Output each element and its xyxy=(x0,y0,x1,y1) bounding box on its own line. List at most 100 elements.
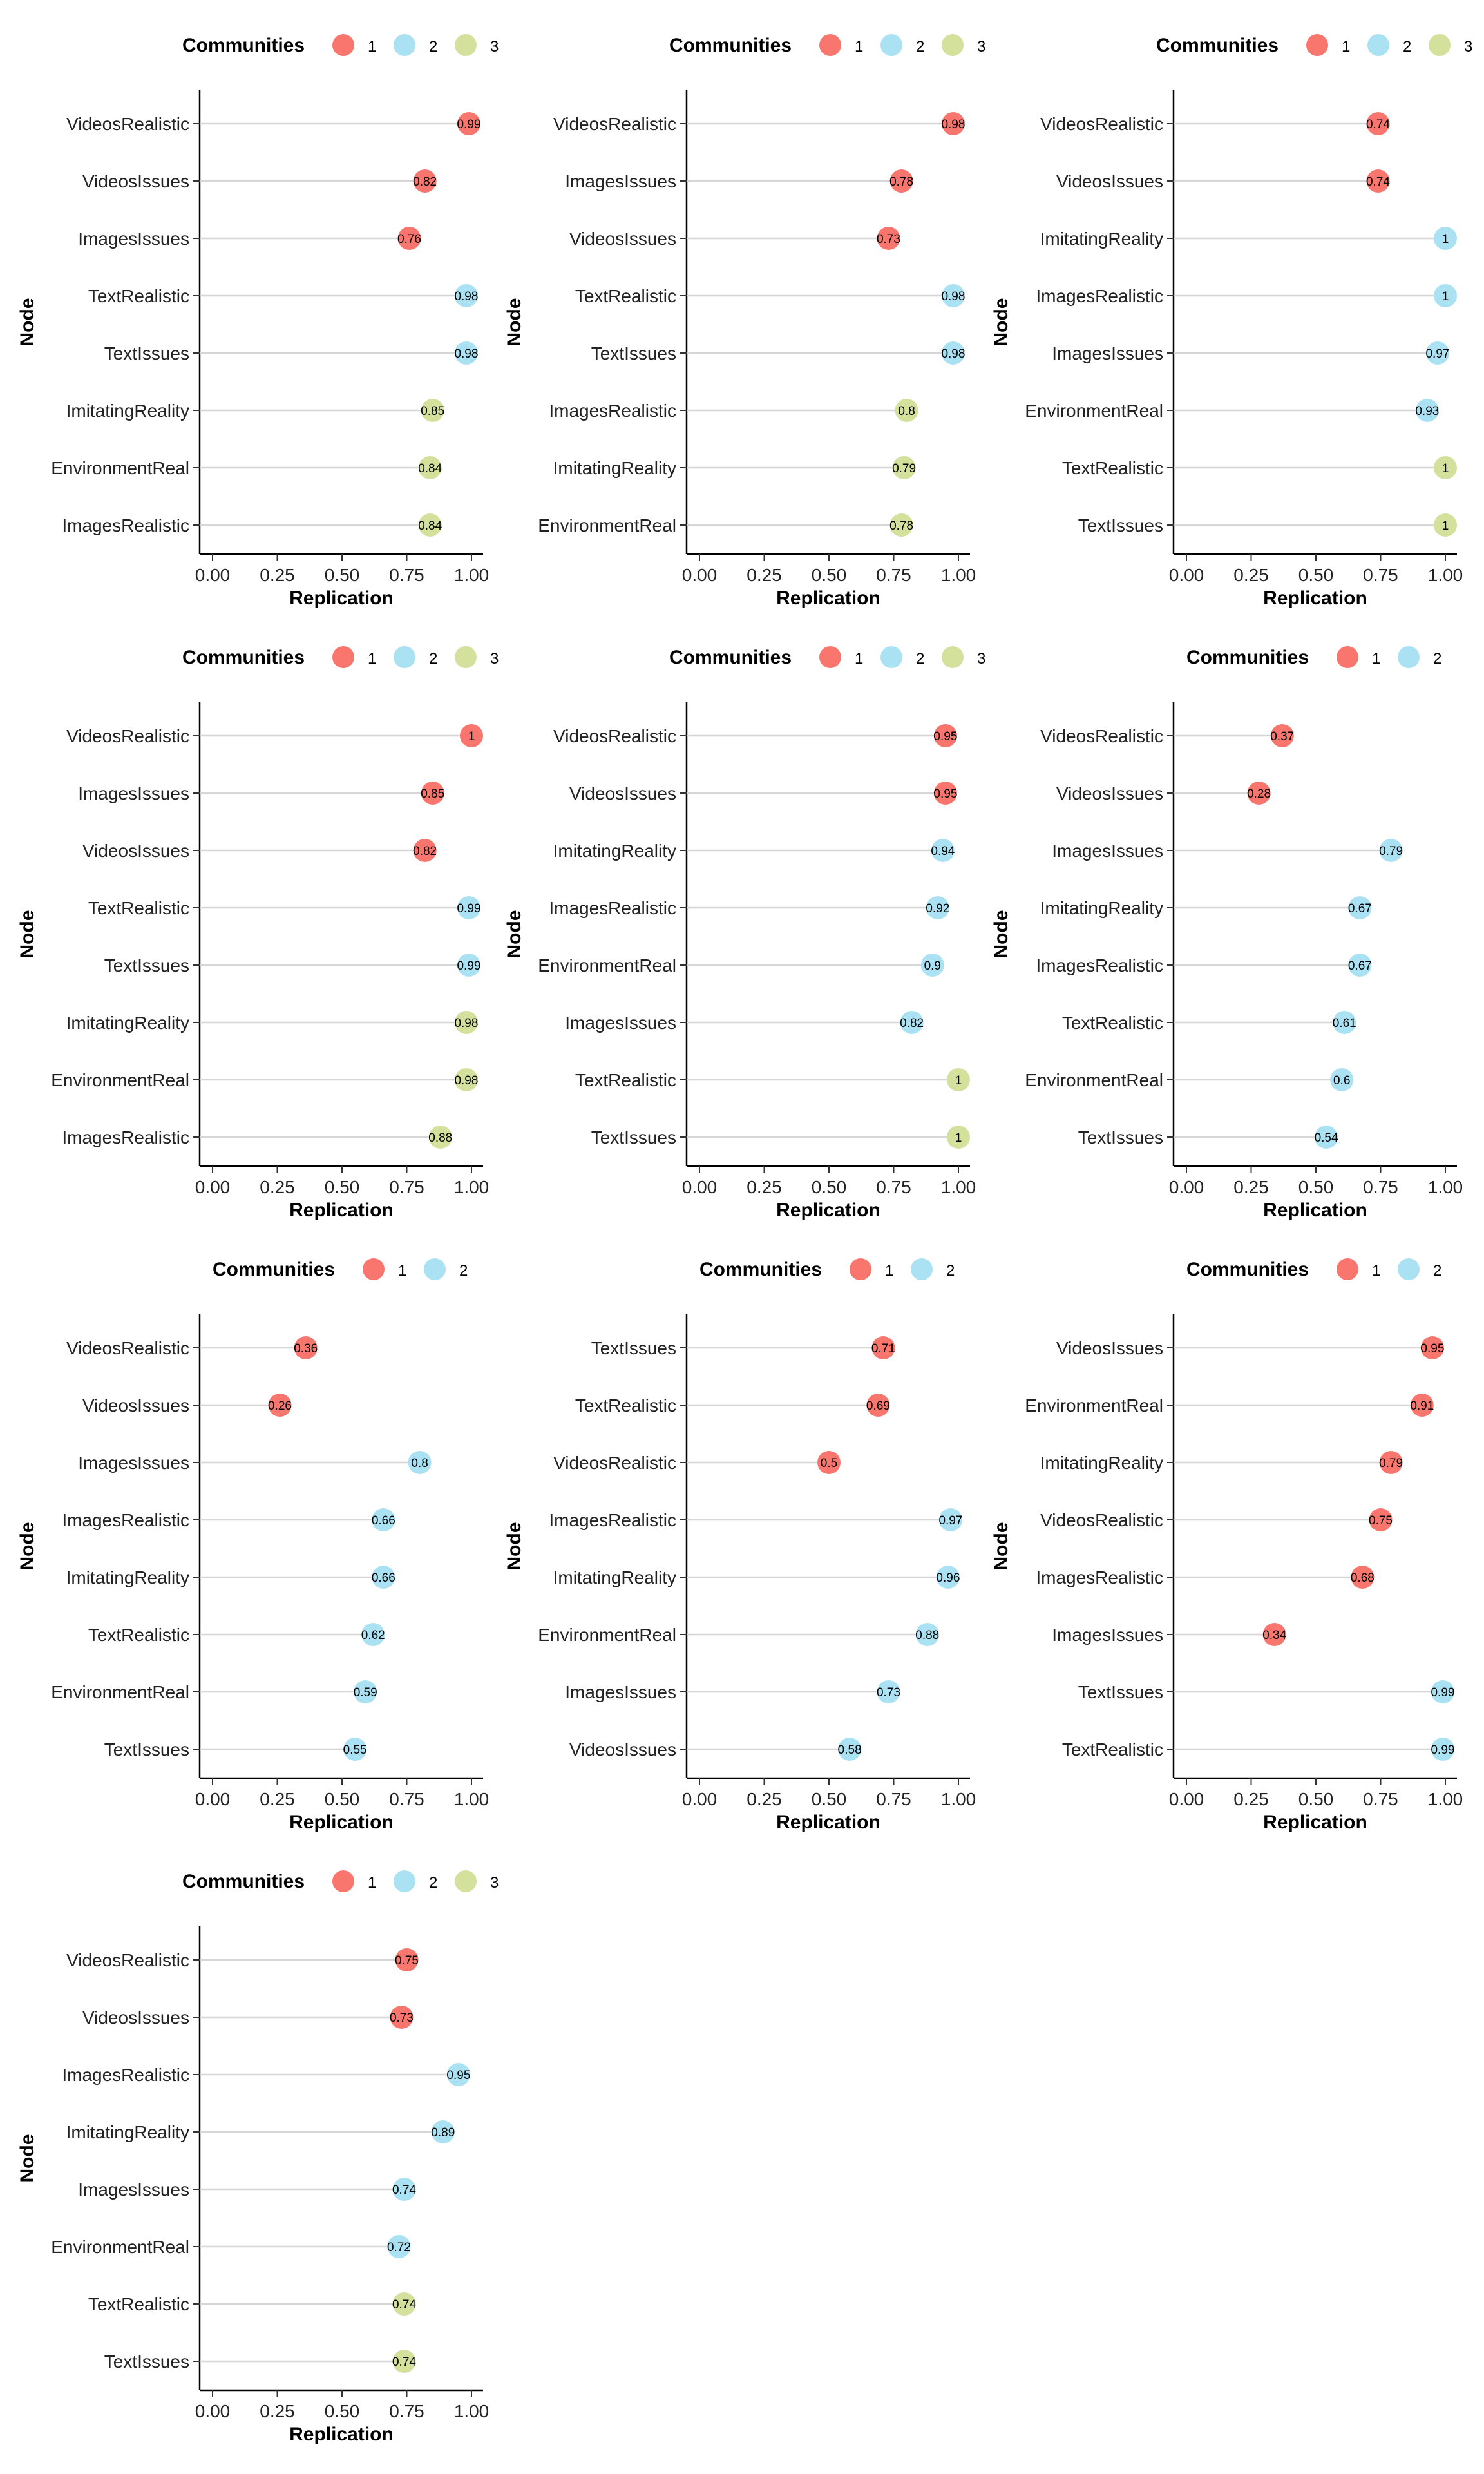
data-label: 0.99 xyxy=(457,118,480,131)
legend-key-2 xyxy=(424,1258,446,1280)
data-row: ImagesIssues 0.73 xyxy=(565,1680,900,1703)
data-label: 0.37 xyxy=(1270,730,1294,743)
y-tick-label: ImitatingReality xyxy=(553,458,676,478)
data-point xyxy=(454,341,478,365)
legend-label-1: 1 xyxy=(368,1874,376,1892)
data-point xyxy=(457,112,480,135)
data-point xyxy=(454,1011,478,1034)
data-label: 0.95 xyxy=(933,787,957,801)
legend-title: Communities xyxy=(213,1259,335,1280)
x-tick-label: 0.75 xyxy=(876,565,911,585)
data-label: 0.91 xyxy=(1410,1399,1434,1413)
data-label: 0.76 xyxy=(397,233,421,246)
x-tick-label: 0.00 xyxy=(1169,565,1204,585)
y-tick-label: VideosIssues xyxy=(1056,783,1163,803)
data-label: 0.78 xyxy=(889,519,913,533)
data-point xyxy=(895,399,918,422)
y-axis-title: Node xyxy=(17,910,38,959)
y-tick-label: TextIssues xyxy=(591,1338,676,1358)
data-label: 0.88 xyxy=(428,1131,452,1145)
data-row: VideosRealistic 1 xyxy=(66,724,483,747)
data-label: 0.97 xyxy=(938,1514,962,1528)
legend-key-1 xyxy=(1337,646,1358,668)
data-row: VideosIssues 0.95 xyxy=(1056,1336,1444,1359)
data-point xyxy=(947,1068,970,1091)
data-point xyxy=(372,1566,395,1589)
y-tick-label: ImagesRealistic xyxy=(62,1127,189,1147)
data-point xyxy=(397,227,421,250)
x-tick-label: 0.50 xyxy=(812,1789,847,1809)
x-axis-title: Replication xyxy=(289,1812,394,1833)
data-point xyxy=(1315,1126,1338,1149)
data-point xyxy=(933,782,957,805)
data-point xyxy=(1434,284,1457,307)
data-row: VideosRealistic 0.99 xyxy=(66,112,480,135)
data-point xyxy=(387,2235,411,2258)
data-point xyxy=(1369,1508,1393,1531)
y-tick-label: ImagesRealistic xyxy=(62,1510,189,1530)
legend: Communities 1 2 xyxy=(699,1258,955,1280)
data-label: 0.8 xyxy=(411,1457,428,1470)
data-label: 0.98 xyxy=(454,1074,478,1088)
y-tick-label: VideosIssues xyxy=(82,841,189,861)
data-label: 0.54 xyxy=(1315,1131,1338,1145)
x-axis-title: Replication xyxy=(289,1200,394,1221)
legend-key-3 xyxy=(455,34,477,56)
legend-label-1: 1 xyxy=(855,650,863,667)
x-axis-title: Replication xyxy=(289,588,394,609)
data-point xyxy=(892,456,916,479)
data-point xyxy=(1270,724,1294,747)
y-tick-label: TextRealistic xyxy=(88,1625,189,1645)
legend-label-2: 2 xyxy=(429,650,437,667)
data-label: 0.55 xyxy=(343,1743,367,1757)
legend-key-1 xyxy=(332,34,354,56)
data-point xyxy=(354,1680,377,1703)
y-tick-label: VideosIssues xyxy=(82,2008,189,2028)
data-point xyxy=(933,724,957,747)
y-tick-label: TextRealistic xyxy=(88,898,189,918)
x-tick-label: 1.00 xyxy=(454,2401,490,2421)
data-point xyxy=(1262,1623,1286,1646)
legend-label-1: 1 xyxy=(855,38,863,55)
data-label: 0.97 xyxy=(1425,347,1449,361)
y-tick-label: ImagesRealistic xyxy=(1036,955,1163,975)
data-label: 0.78 xyxy=(889,175,913,189)
data-point xyxy=(889,513,913,537)
legend-label-1: 1 xyxy=(885,1262,893,1280)
data-label: 0.99 xyxy=(1431,1743,1454,1757)
y-tick-label: VideosIssues xyxy=(82,171,189,191)
data-label: 0.67 xyxy=(1348,902,1372,916)
legend-title: Communities xyxy=(1186,1259,1309,1280)
data-point xyxy=(931,839,955,862)
data-label: 0.98 xyxy=(941,347,965,361)
data-point xyxy=(446,2063,470,2086)
legend-key-3 xyxy=(455,1870,477,1892)
data-label: 0.84 xyxy=(418,462,442,475)
x-tick-label: 0.50 xyxy=(812,1177,847,1197)
y-tick-label: TextRealistic xyxy=(1062,1740,1163,1760)
y-axis-title: Node xyxy=(991,910,1012,959)
y-tick-label: ImagesRealistic xyxy=(1036,286,1163,306)
data-row: EnvironmentReal 0.59 xyxy=(51,1680,377,1703)
data-row: ImagesRealistic 0.88 xyxy=(62,1126,452,1149)
data-row: VideosRealistic 0.98 xyxy=(553,112,965,135)
y-tick-label: ImagesIssues xyxy=(1052,343,1163,363)
data-row: ImagesIssues 0.8 xyxy=(78,1451,432,1474)
data-row: TextRealistic 0.62 xyxy=(88,1623,385,1646)
data-row: VideosRealistic 0.74 xyxy=(1040,112,1390,135)
legend-label-2: 2 xyxy=(429,1874,437,1892)
data-row: TextIssues 1 xyxy=(1078,513,1457,537)
data-row: VideosIssues 0.82 xyxy=(82,839,437,862)
data-point xyxy=(1379,839,1403,862)
legend-label-3: 3 xyxy=(977,650,985,667)
y-tick-label: VideosRealistic xyxy=(553,114,676,134)
data-label: 1 xyxy=(1442,290,1449,303)
data-row: EnvironmentReal 0.78 xyxy=(538,513,913,537)
data-label: 0.68 xyxy=(1351,1571,1375,1585)
data-point xyxy=(395,1948,419,1971)
data-label: 0.82 xyxy=(413,175,437,189)
data-row: ImagesIssues 0.85 xyxy=(78,782,444,805)
x-tick-label: 0.25 xyxy=(1233,1177,1269,1197)
data-row: TextIssues 0.99 xyxy=(104,954,480,977)
data-label: 0.34 xyxy=(1262,1629,1286,1642)
